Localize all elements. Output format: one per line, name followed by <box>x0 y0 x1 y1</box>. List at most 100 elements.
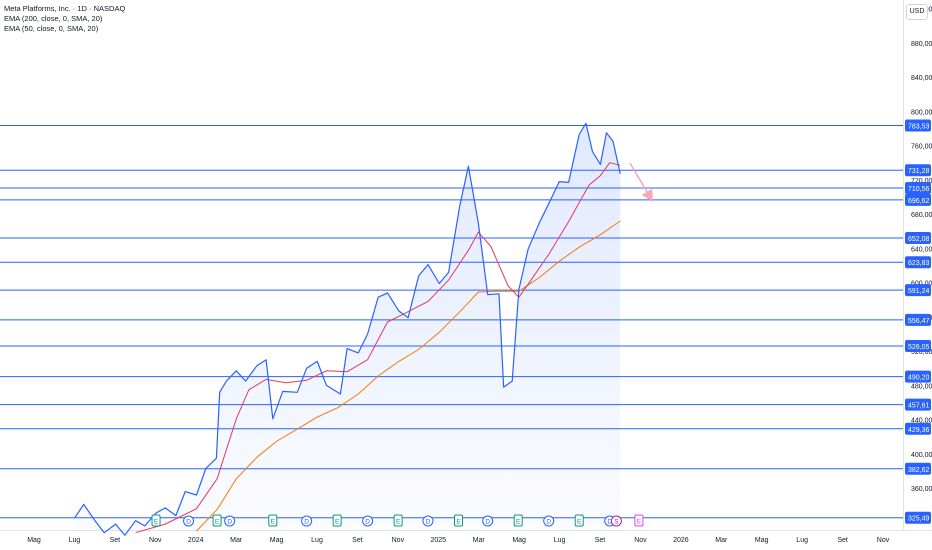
level-label: 526,05 <box>908 344 930 351</box>
level-label: 457,61 <box>908 403 930 410</box>
time-tick-label: Set <box>352 537 363 544</box>
dividend-marker[interactable] <box>183 515 195 527</box>
level-label: 623,83 <box>908 260 930 267</box>
time-tick-label: Mar <box>715 537 728 544</box>
level-label: 556,47 <box>908 318 930 325</box>
earnings-marker[interactable] <box>393 514 403 527</box>
dividend-marker[interactable] <box>301 515 313 527</box>
dividend-marker[interactable] <box>482 515 494 527</box>
price-tick-label: 360,00 <box>911 486 932 493</box>
time-tick-label: 2026 <box>673 537 689 544</box>
level-label-box <box>905 370 931 383</box>
forecast-arrow <box>629 162 654 203</box>
level-label-box <box>905 462 931 475</box>
level-label: 696,62 <box>908 198 930 205</box>
price-tick-label: 440,00 <box>911 418 932 425</box>
earnings-marker[interactable] <box>454 514 463 527</box>
time-tick-label: Mag <box>755 537 769 544</box>
time-tick-label: Nov <box>877 537 890 544</box>
dividend-marker[interactable] <box>543 515 555 527</box>
earnings-marker[interactable] <box>268 514 278 527</box>
time-tick-label: Nov <box>392 537 405 544</box>
level-label-box <box>905 232 931 245</box>
level-label-box <box>905 119 931 132</box>
level-label: 731,28 <box>908 168 930 175</box>
time-tick-label: Set <box>837 537 848 544</box>
level-label-box <box>905 193 931 206</box>
level-label: 783,53 <box>908 123 930 130</box>
ema200-line <box>196 220 621 532</box>
event-marker-letter: D <box>304 519 309 526</box>
time-tick-label: Mag <box>270 537 284 544</box>
earnings-marker[interactable] <box>332 514 342 527</box>
event-marker-letter: D <box>365 519 370 526</box>
time-tick-label: 2024 <box>188 537 204 544</box>
time-tick-label: Nov <box>149 537 162 544</box>
event-marker-letter: E <box>516 519 521 526</box>
time-tick-label: Lug <box>69 537 81 544</box>
event-marker-letter: D <box>426 519 431 526</box>
dividend-marker[interactable] <box>224 515 236 527</box>
legend-title: Meta Platforms, Inc. · 1D · NASDAQ <box>4 4 126 13</box>
level-label-box <box>905 339 931 352</box>
earnings-marker[interactable] <box>151 514 161 527</box>
earnings-marker[interactable] <box>212 514 222 527</box>
level-label-box <box>905 181 931 194</box>
level-label-box <box>905 422 931 435</box>
event-marker-letter: D <box>186 519 191 526</box>
earnings-marker[interactable] <box>574 514 584 527</box>
event-marker-letter: D <box>607 519 612 526</box>
price-tick-label: 640,00 <box>911 246 932 253</box>
split-marker[interactable] <box>610 515 622 527</box>
level-label: 710,56 <box>908 186 930 193</box>
time-tick-label: Mar <box>230 537 243 544</box>
level-label-box <box>905 284 931 297</box>
level-label-box <box>905 511 931 524</box>
time-tick-label: Lug <box>554 537 566 544</box>
time-tick-label: 2025 <box>430 537 446 544</box>
price-tick-label: 400,00 <box>911 452 932 459</box>
event-marker-letter: E <box>637 519 642 526</box>
time-tick-label: Set <box>595 537 606 544</box>
level-label: 652,08 <box>908 236 930 243</box>
price-tick-label: 720,00 <box>911 178 932 185</box>
price-tick-label: 760,00 <box>911 144 932 151</box>
earnings-marker[interactable] <box>513 514 523 527</box>
event-marker-letter: D <box>546 519 551 526</box>
level-label: 325,49 <box>908 516 930 523</box>
level-label-box <box>905 256 931 269</box>
time-tick-label: Mag <box>27 537 41 544</box>
event-marker-letter: D <box>485 519 490 526</box>
level-labels: 783,53 731,28 710,56 696,62 652,08 623,83 591,… <box>905 119 931 524</box>
price-tick-label: 880,00 <box>911 41 932 48</box>
time-tick-label: Set <box>110 537 121 544</box>
time-tick-label: Nov <box>634 537 647 544</box>
earnings-marker[interactable] <box>634 514 644 527</box>
dividend-marker[interactable] <box>362 515 374 527</box>
event-marker-letter: E <box>271 519 276 526</box>
dividend-marker[interactable] <box>422 515 434 527</box>
level-label: 591,24 <box>908 288 930 295</box>
price-line <box>74 122 621 536</box>
event-marker-letter: E <box>577 519 582 526</box>
legend-ema200[interactable]: EMA (200, close, 0, SMA, 20) <box>4 14 103 23</box>
legend-ema50[interactable]: EMA (50, close, 0, SMA, 20) <box>4 24 99 33</box>
event-marker-letter: E <box>335 519 340 526</box>
level-label: 490,20 <box>908 375 930 382</box>
price-tick-label: 600,00 <box>911 281 932 288</box>
chart-legend: Meta Platforms, Inc. · 1D · NASDAQ EMA (… <box>4 4 125 34</box>
event-marker-letter: E <box>215 519 220 526</box>
event-marker-letter: E <box>456 519 461 526</box>
event-marker-letter: E <box>396 519 401 526</box>
ema50-line <box>135 162 621 534</box>
event-marker-letter: E <box>154 519 159 526</box>
level-label-box <box>905 313 931 326</box>
level-label: 382,62 <box>908 467 930 474</box>
price-tick-label: 680,00 <box>911 212 932 219</box>
price-tick-label: 840,00 <box>911 75 932 82</box>
level-label-box <box>905 164 931 177</box>
currency-selector[interactable]: USD <box>906 4 928 20</box>
event-marker-letter: S <box>614 519 619 526</box>
